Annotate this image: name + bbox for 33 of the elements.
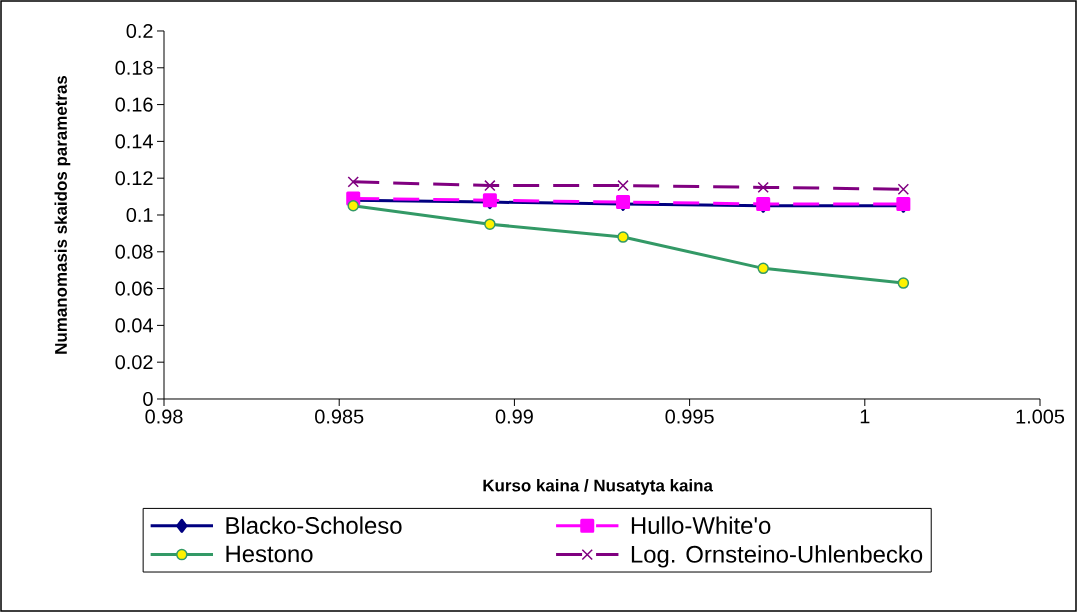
x-tick-label: 0.98 — [145, 409, 183, 424]
x-tick-label: 0.985 — [315, 409, 364, 424]
y-tick-label: 0.1 — [126, 207, 153, 223]
y-axis-title: Numanomasis skaidos parametras — [54, 75, 71, 354]
y-tick-label: 0.02 — [115, 355, 153, 370]
y-tick-label: 0.2 — [126, 23, 153, 39]
point — [484, 218, 496, 230]
y-tick-label: 0.04 — [115, 318, 153, 333]
y-tick-label: 0.08 — [115, 244, 153, 259]
point — [897, 183, 910, 195]
point — [897, 277, 910, 289]
legend-label: Blacko-Scholeso — [226, 516, 402, 534]
x-tick-label: 1 — [860, 409, 870, 424]
y-tick-label: 0.18 — [115, 60, 153, 75]
x-tick-label: 0.99 — [495, 409, 533, 424]
point — [484, 179, 496, 192]
point — [617, 179, 629, 192]
legend-label: Hullo-White'o — [631, 516, 771, 534]
legend-label: Log. Ornsteino-Uhlenbecko — [631, 545, 923, 568]
y-tick-label: 0.06 — [115, 281, 153, 296]
x-tick-label: 0.995 — [665, 409, 714, 424]
y-tick-label: 0.16 — [115, 97, 153, 112]
point — [617, 231, 629, 243]
y-tick-label: 0 — [143, 391, 153, 407]
y-tick-label: 0.12 — [115, 171, 153, 186]
point — [347, 200, 359, 212]
point — [757, 181, 769, 194]
point — [347, 176, 359, 188]
x-tick-label: 1.005 — [1016, 409, 1065, 424]
point — [757, 262, 769, 275]
y-tick-label: 0.14 — [115, 134, 153, 149]
x-axis-title: Kurso kaina / Nusatyta kaina — [483, 479, 714, 495]
legend-label: Hestono — [226, 545, 313, 563]
